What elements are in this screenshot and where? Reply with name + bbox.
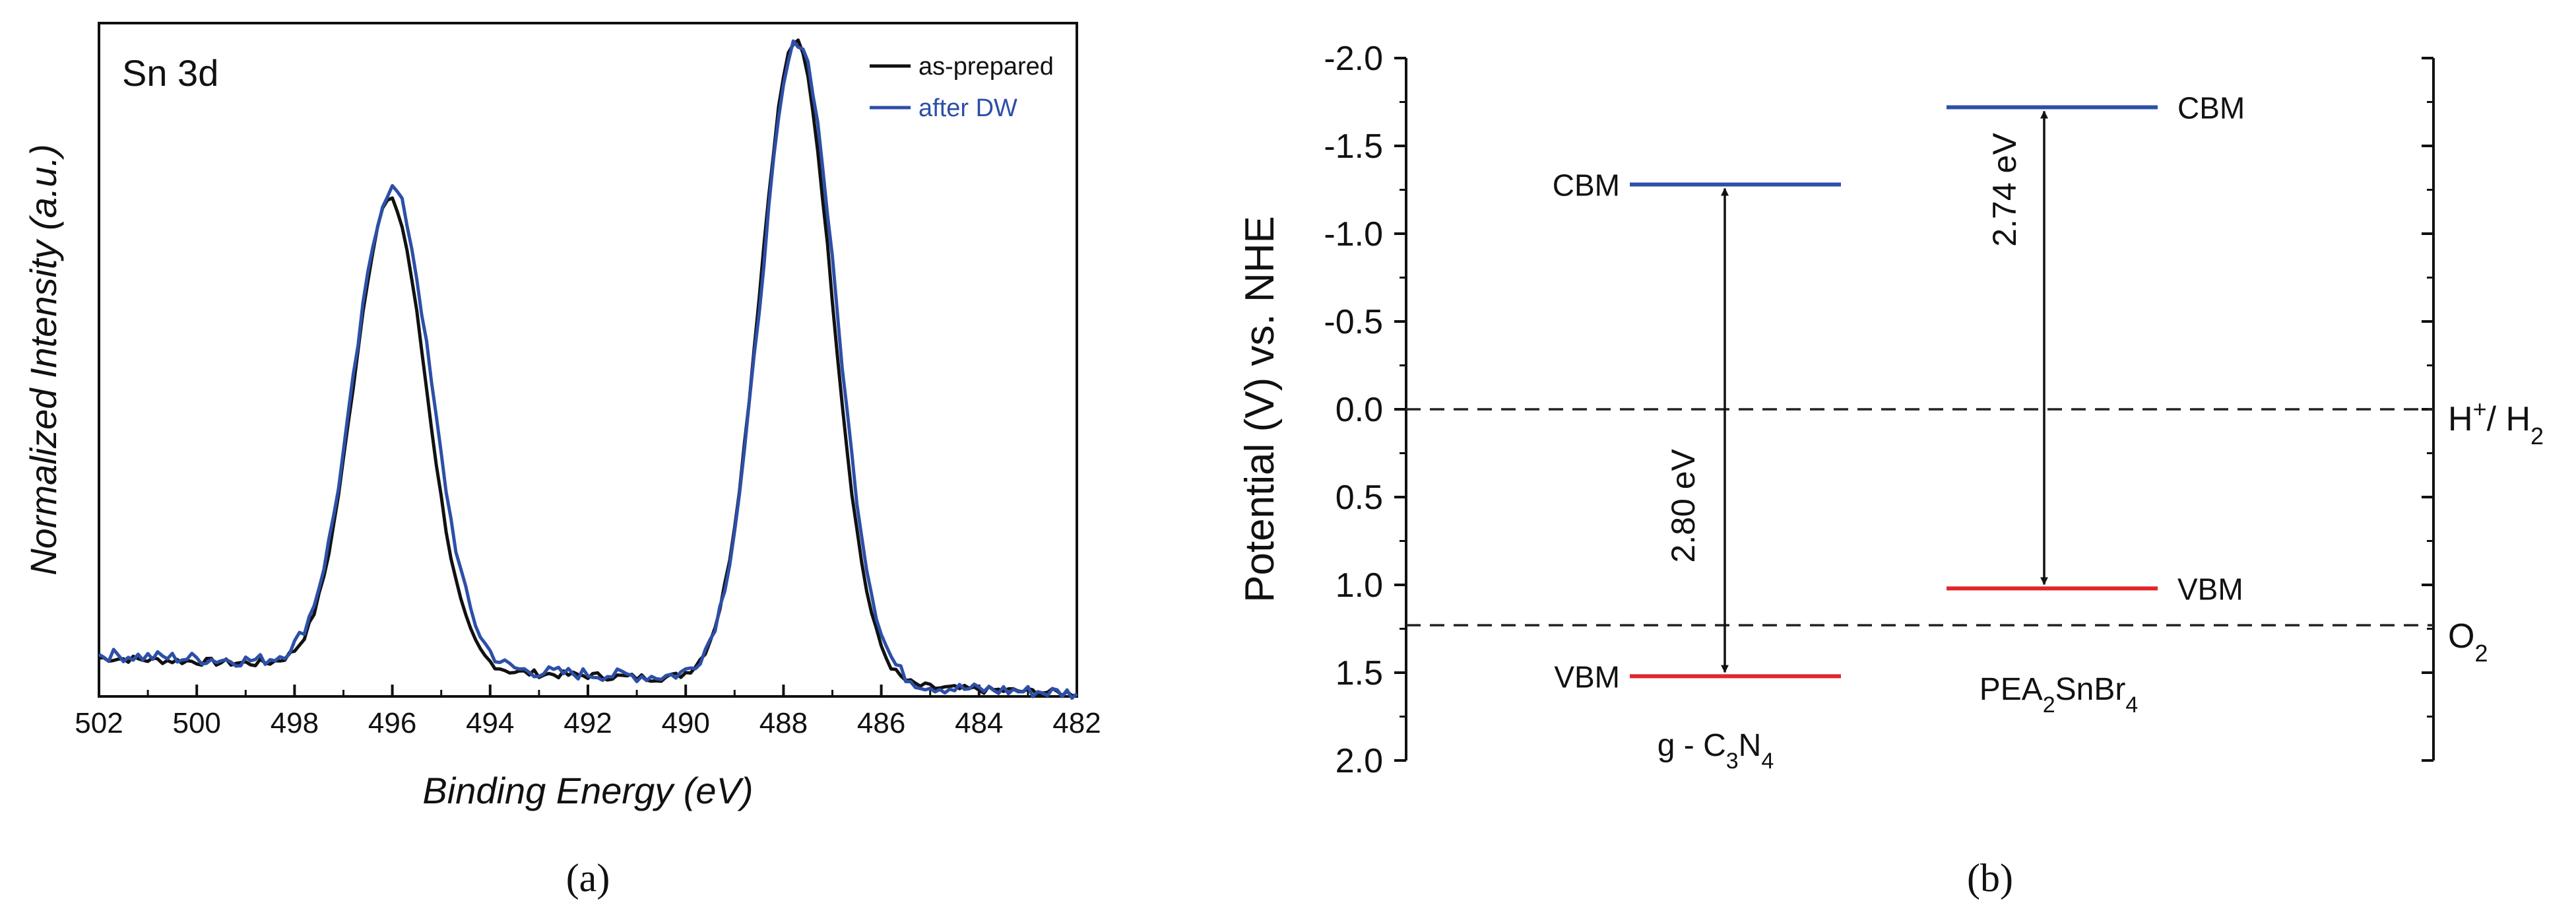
cbm-label-g-c3n4: CBM [1553,168,1620,203]
xps-x-axis-label: Binding Energy (eV) [422,770,753,811]
y-tick-label--0.5: -0.5 [1324,303,1383,341]
x-tick-label-484: 484 [955,707,1003,739]
band-chart: -2.0 -1.5 -1.0 -0.5 0.0 0.5 1.0 1.5 2.0 H+/ H2 O2… [1237,40,2544,900]
series-after-dw-line [98,39,1078,700]
y-tick-label--2.0: -2.0 [1324,40,1383,78]
x-tick-label-492: 492 [564,707,612,739]
y-tick-label--1.0: -1.0 [1324,215,1383,253]
y-tick-label-0.5: 0.5 [1336,479,1383,517]
y-tick-label--1.5: -1.5 [1324,127,1383,166]
xps-plot-frame [98,22,1078,698]
x-tick-label-498: 498 [271,707,319,739]
xps-x-ticks: 502 500 498 496 494 492 490 488 486 484 482 [75,685,1101,739]
vbm-label-g-c3n4: VBM [1554,659,1620,694]
xps-inset-title: Sn 3d [122,52,218,94]
material-name-g-c3n4: g - C3N4 [1658,728,1774,774]
series-as-prepared-line [98,38,1078,698]
gap-label-g-c3n4: 2.80 eV [1665,448,1702,562]
ref-label-o2: O2 [2448,617,2488,667]
legend-label-after-dw: after DW [918,94,1017,122]
vbm-label-pea2snbr4: VBM [2177,572,2243,606]
panel-a-label: (a) [566,856,610,900]
xps-y-axis-label: Normalized Intensity (a.u.) [22,144,64,576]
panel-b-label: (b) [1967,856,2013,900]
y-tick-label-1.0: 1.0 [1336,566,1383,605]
cbm-label-pea2snbr4: CBM [2177,90,2245,125]
legend-label-as-prepared: as-prepared [918,53,1054,81]
x-tick-label-488: 488 [759,707,808,739]
x-tick-label-494: 494 [466,707,514,739]
material-name-pea2snbr4: PEA2SnBr4 [1980,672,2139,718]
xps-legend: as-prepared after DW [870,53,1054,122]
reference-lines: H+/ H2 O2 [1406,395,2544,667]
x-tick-label-500: 500 [172,707,220,739]
x-tick-label-496: 496 [368,707,416,739]
y-tick-label-2.0: 2.0 [1336,742,1383,780]
x-tick-label-502: 502 [75,707,123,739]
x-tick-label-490: 490 [661,707,709,739]
band-levels: CBM VBM 2.80 eV g - C3N4 CBM VBM 2.74 eV PEA2Sn… [1553,90,2245,774]
x-tick-label-482: 482 [1052,707,1101,739]
gap-label-pea2snbr4: 2.74 eV [1986,133,2023,247]
band-y-axis-label: Potential (V) vs. NHE [1237,216,1283,603]
band-y-ticks: -2.0 -1.5 -1.0 -0.5 0.0 0.5 1.0 1.5 2.0 [1324,40,2433,780]
xps-chart: 502 500 498 496 494 492 490 488 486 484 482 Sn 3d … [22,22,1101,900]
y-tick-label-1.5: 1.5 [1336,654,1383,692]
ref-label-h-h2: H+/ H2 [2448,395,2544,450]
y-tick-label-0.0: 0.0 [1336,391,1383,429]
x-tick-label-486: 486 [857,707,905,739]
